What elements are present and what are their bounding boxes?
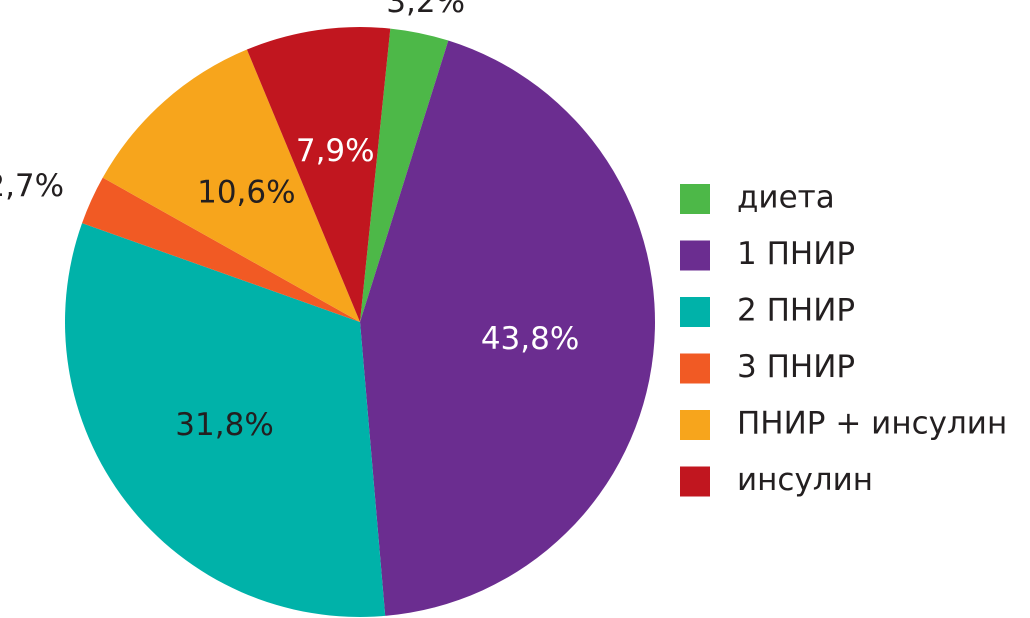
legend-label: ПНИР + инсулин xyxy=(737,406,1007,442)
legend-swatch xyxy=(680,184,710,214)
pie-slice xyxy=(246,27,391,323)
data-label: 2,7% xyxy=(0,168,64,204)
pie-slice xyxy=(64,223,386,617)
data-label: 43,8% xyxy=(481,321,579,357)
pie-slice xyxy=(82,177,360,322)
data-label: 3,2% xyxy=(386,0,465,20)
data-label: 31,8% xyxy=(175,407,273,443)
legend-label: диета xyxy=(737,180,835,216)
legend-label: инсулин xyxy=(737,462,873,498)
legend-swatch xyxy=(680,410,710,440)
legend-swatch xyxy=(680,297,710,327)
legend-label: 3 ПНИР xyxy=(737,349,855,385)
legend-swatch xyxy=(680,353,710,384)
pie-slice xyxy=(102,49,360,322)
legend-label: 1 ПНИР xyxy=(737,236,855,272)
pie-slice xyxy=(360,40,656,616)
legend-swatch xyxy=(680,240,710,271)
pie-slice xyxy=(360,28,449,322)
legend-swatch xyxy=(680,466,710,497)
legend-label: 2 ПНИР xyxy=(737,293,855,329)
data-label: 10,6% xyxy=(197,175,295,211)
data-label: 7,9% xyxy=(296,133,375,169)
